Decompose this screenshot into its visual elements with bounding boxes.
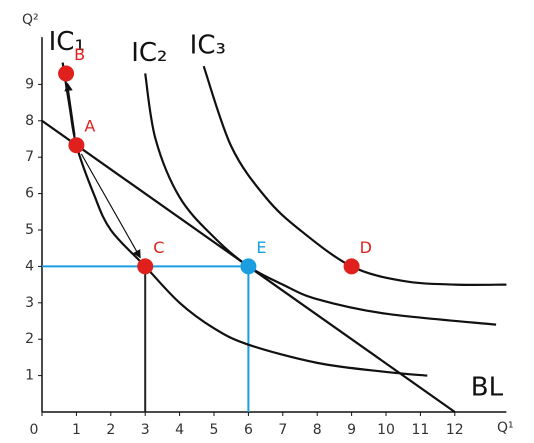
point-label: B <box>74 45 85 64</box>
curve-label: BL <box>471 373 504 403</box>
point-label: D <box>360 238 372 257</box>
point <box>343 258 360 275</box>
x-tick-label: 10 <box>377 422 395 438</box>
x-tick-label: 3 <box>141 422 150 438</box>
arrow <box>64 82 76 136</box>
x-tick-label: 9 <box>347 422 356 438</box>
x-tick-label: 7 <box>278 422 287 438</box>
x-tick-label: 11 <box>411 422 429 438</box>
arrow <box>80 153 141 259</box>
x-tick-label: 8 <box>313 422 322 438</box>
point <box>137 258 154 275</box>
point-label: E <box>256 238 266 257</box>
curve-label: IC₁ <box>49 27 85 57</box>
y-tick-label: 1 <box>25 368 34 384</box>
y-tick-label: 2 <box>25 331 34 347</box>
y-tick-label: 5 <box>25 222 34 238</box>
point <box>68 137 85 154</box>
curve-label: IC₂ <box>131 38 167 68</box>
x-tick-label: 6 <box>244 422 253 438</box>
curve <box>61 62 428 377</box>
x-tick-label: 1 <box>72 422 81 438</box>
y-tick-label: 6 <box>25 186 34 202</box>
point <box>240 258 257 275</box>
curve-label: IC₃ <box>190 31 226 61</box>
y-axis-label: Q² <box>22 12 39 28</box>
x-tick-label: 12 <box>446 422 464 438</box>
y-tick-label: 4 <box>25 258 34 274</box>
point-label: A <box>84 117 95 136</box>
point <box>58 65 75 82</box>
y-tick-label: 8 <box>25 113 34 129</box>
y-tick-label: 9 <box>25 76 34 92</box>
y-tick-label: 3 <box>25 295 34 311</box>
x-axis-label: Q¹ <box>497 420 514 436</box>
point-label: C <box>153 238 164 257</box>
x-tick-label: 2 <box>106 422 115 438</box>
curve <box>202 65 507 286</box>
x-tick-label: 0 <box>30 422 39 438</box>
x-tick-label: 5 <box>210 422 219 438</box>
y-tick-label: 7 <box>25 149 34 165</box>
x-tick-label: 4 <box>175 422 184 438</box>
curve <box>144 73 497 326</box>
